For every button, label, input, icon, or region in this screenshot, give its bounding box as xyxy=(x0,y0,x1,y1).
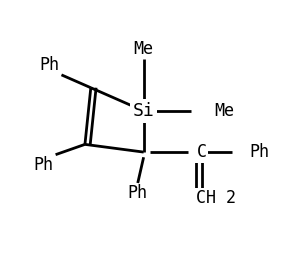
Text: Si: Si xyxy=(133,102,155,120)
Text: CH 2: CH 2 xyxy=(196,189,237,208)
Text: Me: Me xyxy=(214,102,234,120)
Text: Me: Me xyxy=(134,40,154,58)
Text: Ph: Ph xyxy=(128,184,148,202)
Text: C: C xyxy=(196,143,206,161)
Text: Ph: Ph xyxy=(40,55,60,74)
Text: Ph: Ph xyxy=(249,143,269,161)
Text: Ph: Ph xyxy=(34,156,54,174)
